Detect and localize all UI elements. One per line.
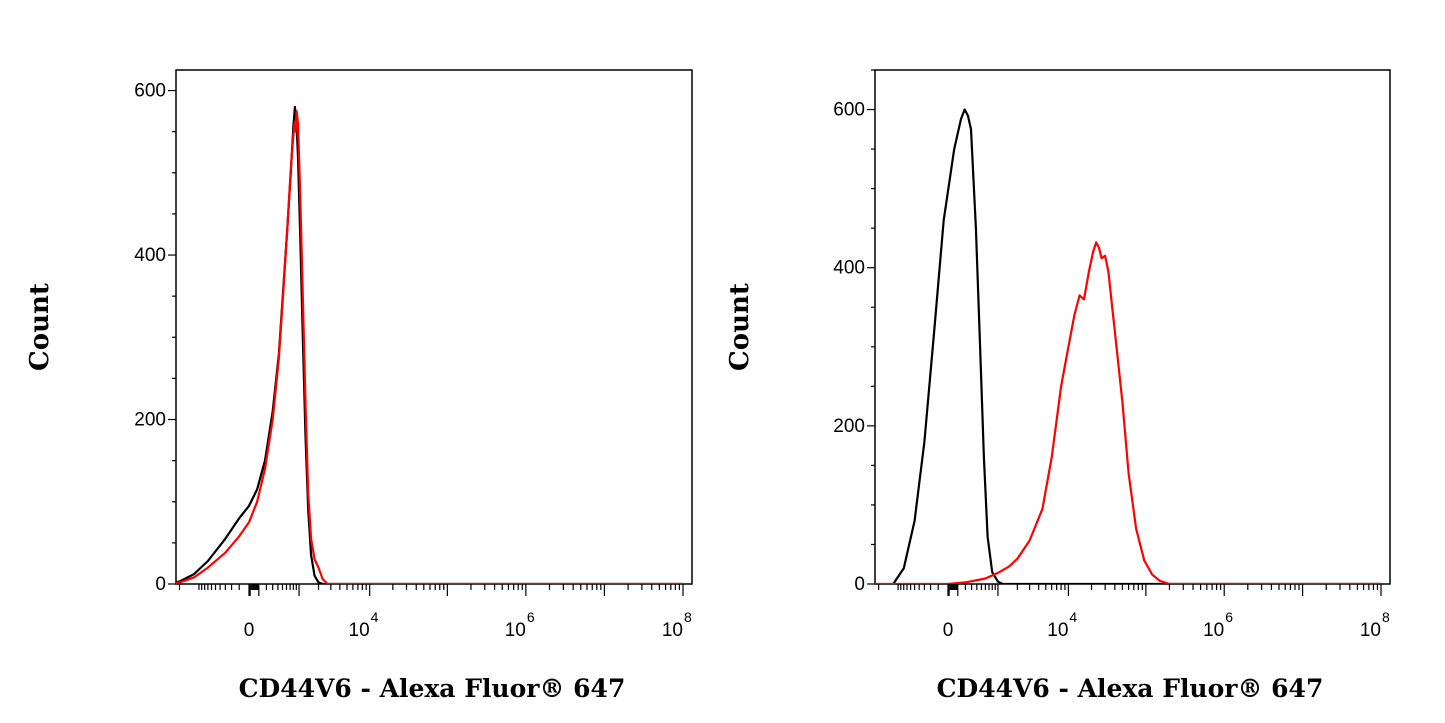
y-axis-title: Count — [25, 283, 55, 371]
histogram-series-red — [875, 241, 1381, 584]
y-tick-label: 400 — [134, 245, 166, 266]
x-tick-label: 10 — [1047, 620, 1068, 641]
x-axis-title: CD44V6 - Alexa Fluor® 647 — [239, 674, 626, 703]
plot-frame — [175, 69, 693, 585]
x-tick-label: 10 — [349, 620, 370, 641]
x-tick-exponent: 8 — [684, 609, 692, 625]
x-tick-exponent: 6 — [1225, 609, 1233, 625]
x-tick-exponent: 6 — [527, 609, 535, 625]
y-tick-label: 200 — [134, 410, 166, 431]
x-tick-label: 10 — [505, 620, 526, 641]
y-tick-label: 200 — [833, 416, 865, 437]
x-tick-label: 0 — [244, 620, 255, 641]
x-tick-label: 10 — [1360, 620, 1381, 641]
histogram-series-red — [176, 110, 683, 584]
histogram-series-black — [176, 105, 683, 584]
histogram-series-black — [892, 108, 1381, 584]
x-tick-exponent: 4 — [371, 609, 379, 625]
x-tick-exponent: 4 — [1069, 609, 1077, 625]
x-tick-label: 10 — [1203, 620, 1224, 641]
y-axis-title: Count — [725, 283, 755, 371]
y-tick-label: 600 — [134, 81, 166, 102]
x-tick-label: 10 — [662, 620, 683, 641]
y-tick-label: 400 — [833, 258, 865, 279]
y-tick-label: 600 — [833, 100, 865, 121]
x-tick-exponent: 8 — [1382, 609, 1390, 625]
y-tick-label: 0 — [155, 574, 166, 595]
y-tick-label: 0 — [854, 574, 865, 595]
x-tick-label: 0 — [943, 620, 954, 641]
x-axis-title: CD44V6 - Alexa Fluor® 647 — [937, 674, 1324, 703]
